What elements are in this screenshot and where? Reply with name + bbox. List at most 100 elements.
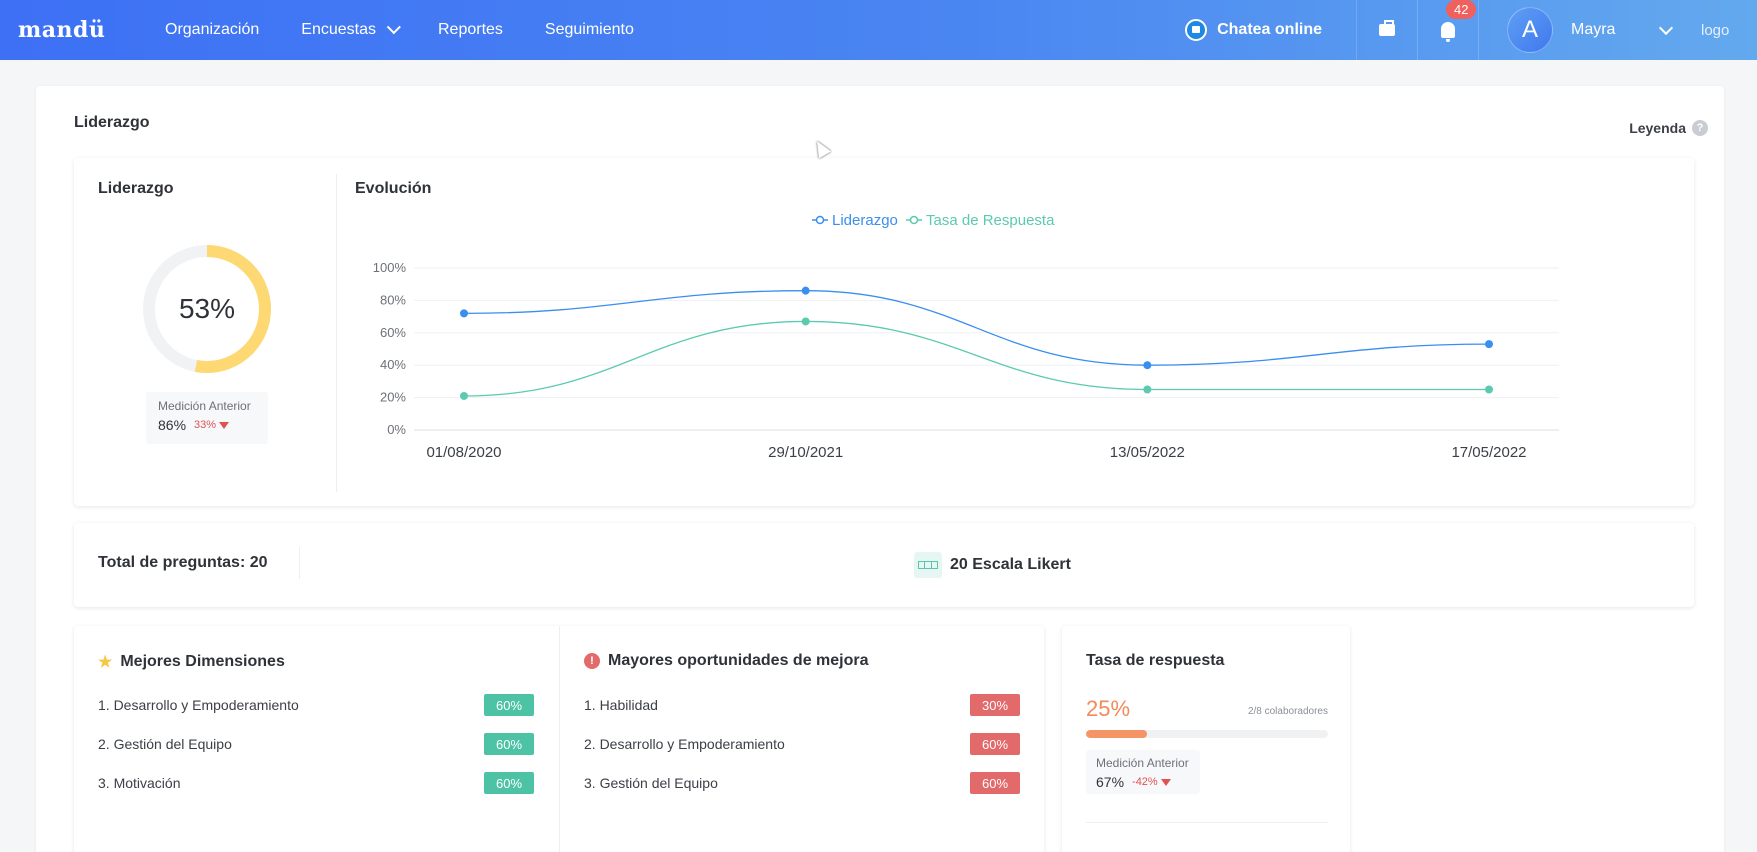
response-rate-panel: Tasa de respuesta 25% 2/8 colaboradores … [1062,626,1350,852]
nav-organizacion[interactable]: Organización [165,21,260,38]
donut-arc [143,245,271,373]
nav-reportes[interactable]: Reportes [438,21,503,38]
x-tick-label: 13/05/2022 [1110,444,1185,461]
notifications-badge: 42 [1446,0,1477,19]
series-line-1 [463,320,1489,397]
donut-chart [143,245,271,373]
chat-online-button[interactable]: Chatea online [1185,19,1322,41]
y-tick-label: 60% [380,325,406,340]
previous-delta: 33% [194,419,230,431]
legend-marker [909,215,919,225]
dimension-name: 1. Desarrollo y Empoderamiento [98,697,299,713]
dimension-score: 60% [484,694,534,716]
dimension-score: 30% [970,694,1020,716]
bell-icon [1441,22,1455,42]
previous-title: Medición Anterior [158,399,251,413]
notifications-button[interactable]: 42 [1418,0,1478,60]
y-tick-label: 0% [387,422,406,437]
briefcase-button[interactable] [1357,0,1417,60]
response-rate-bar-fill [1086,730,1147,738]
down-arrow-icon [219,421,230,429]
navbar-divider [1417,0,1418,60]
total-questions: Total de preguntas: 20 [98,554,268,571]
previous-title: Medición Anterior [1096,756,1189,770]
improvement-opportunities: ! Mayores oportunidades de mejora 1. Hab… [559,626,1044,852]
navbar-right: Chatea online 42 A Mayra logo [1185,0,1757,60]
data-point [1485,340,1493,349]
likert-label: 20 Escala Likert [950,556,1071,573]
previous-delta: -42% [1132,776,1171,788]
top-navbar: mandü Organización Encuestas Reportes Se… [0,0,1757,60]
previous-measurement: Medición Anterior 86% 33% [146,392,268,444]
legend-button[interactable]: Leyenda ? [1629,120,1708,136]
help-icon: ? [1692,120,1708,136]
user-menu-chevron-icon[interactable] [1658,20,1674,35]
data-point [1143,361,1152,370]
previous-value: 86% [158,417,187,433]
list-item: 1. Desarrollo y Empoderamiento 60% [98,694,534,716]
x-tick-label: 01/08/2020 [426,444,501,461]
best-dimensions-title: ★ Mejores Dimensiones [98,652,285,672]
legend-marker [815,215,825,225]
brand-logo[interactable]: mandü [18,17,106,43]
y-tick-label: 20% [380,390,406,405]
scale-icon [914,552,942,578]
legend-label: Liderazgo [832,212,898,229]
x-tick-label: 17/05/2022 [1451,444,1526,461]
data-point [801,286,810,295]
data-point [460,309,468,318]
nav-encuestas-label: Encuestas [301,21,376,38]
panel-divider [299,547,300,579]
navbar-divider [1356,0,1357,60]
report-card: Liderazgo Leyenda ? Liderazgo 53% Medici… [36,86,1724,852]
list-item: 2. Desarrollo y Empoderamiento 60% [584,733,1020,755]
y-tick-label: 80% [380,292,406,307]
chat-icon [1185,19,1208,41]
list-item: 1. Habilidad 30% [584,694,1020,716]
dimension-name: 1. Habilidad [584,697,658,713]
dimension-score: 60% [970,772,1020,794]
dimension-name: 3. Gestión del Equipo [584,775,718,791]
response-rate-title: Tasa de respuesta [1086,652,1225,669]
opportunities-title: ! Mayores oportunidades de mejora [584,652,869,670]
data-point [1143,385,1152,394]
company-logo: logo [1701,21,1730,39]
panel-divider [336,174,337,492]
response-rate-value: 25% [1086,696,1131,721]
x-tick-label: 29/10/2021 [768,444,843,461]
score-donut: 53% [140,242,274,376]
navbar-divider [1478,0,1479,60]
legend-label: Tasa de Respuesta [926,212,1055,229]
questions-panel: Total de preguntas: 20 20 Escala Likert [74,523,1694,607]
summary-label: Liderazgo [98,180,174,197]
previous-delta-text: 33% [194,419,217,431]
collaborators-count: 2/8 colaboradores [1247,706,1328,717]
data-point [460,391,468,400]
dimension-name: 3. Motivación [98,775,181,791]
data-point [801,317,810,326]
down-arrow-icon [1160,778,1171,786]
user-name[interactable]: Mayra [1571,21,1616,38]
y-tick-label: 100% [373,260,407,275]
y-tick-label: 40% [380,357,406,372]
star-icon: ★ [98,654,113,671]
nav-seguimiento[interactable]: Seguimiento [544,21,634,38]
legend-label: Leyenda [1629,120,1686,136]
list-item: 3. Motivación 60% [98,772,534,794]
nav-encuestas[interactable]: Encuestas [280,0,417,60]
list-item: 2. Gestión del Equipo 60% [98,733,534,755]
alert-icon: ! [584,653,600,669]
series-line-0 [463,290,1490,366]
opportunities-title-text: Mayores oportunidades de mejora [608,652,869,669]
dimension-score: 60% [484,772,534,794]
overview-panel: Liderazgo 53% Medición Anterior 86% 33% … [74,158,1694,506]
response-rate-bar [1086,730,1328,738]
previous-value: 67% [1096,774,1125,790]
previous-delta-text: -42% [1132,776,1158,788]
data-point [1485,385,1493,394]
evolution-label: Evolución [355,180,432,197]
dimensions-panel: ★ Mejores Dimensiones 1. Desarrollo y Em… [74,626,1044,852]
evolution-chart: 100% 80% 60% 40% 20% 0% 01/08/2020 29/10/2021 13… [373,212,1559,461]
avatar[interactable]: A [1507,7,1553,53]
likert-summary: 20 Escala Likert [914,552,1071,578]
